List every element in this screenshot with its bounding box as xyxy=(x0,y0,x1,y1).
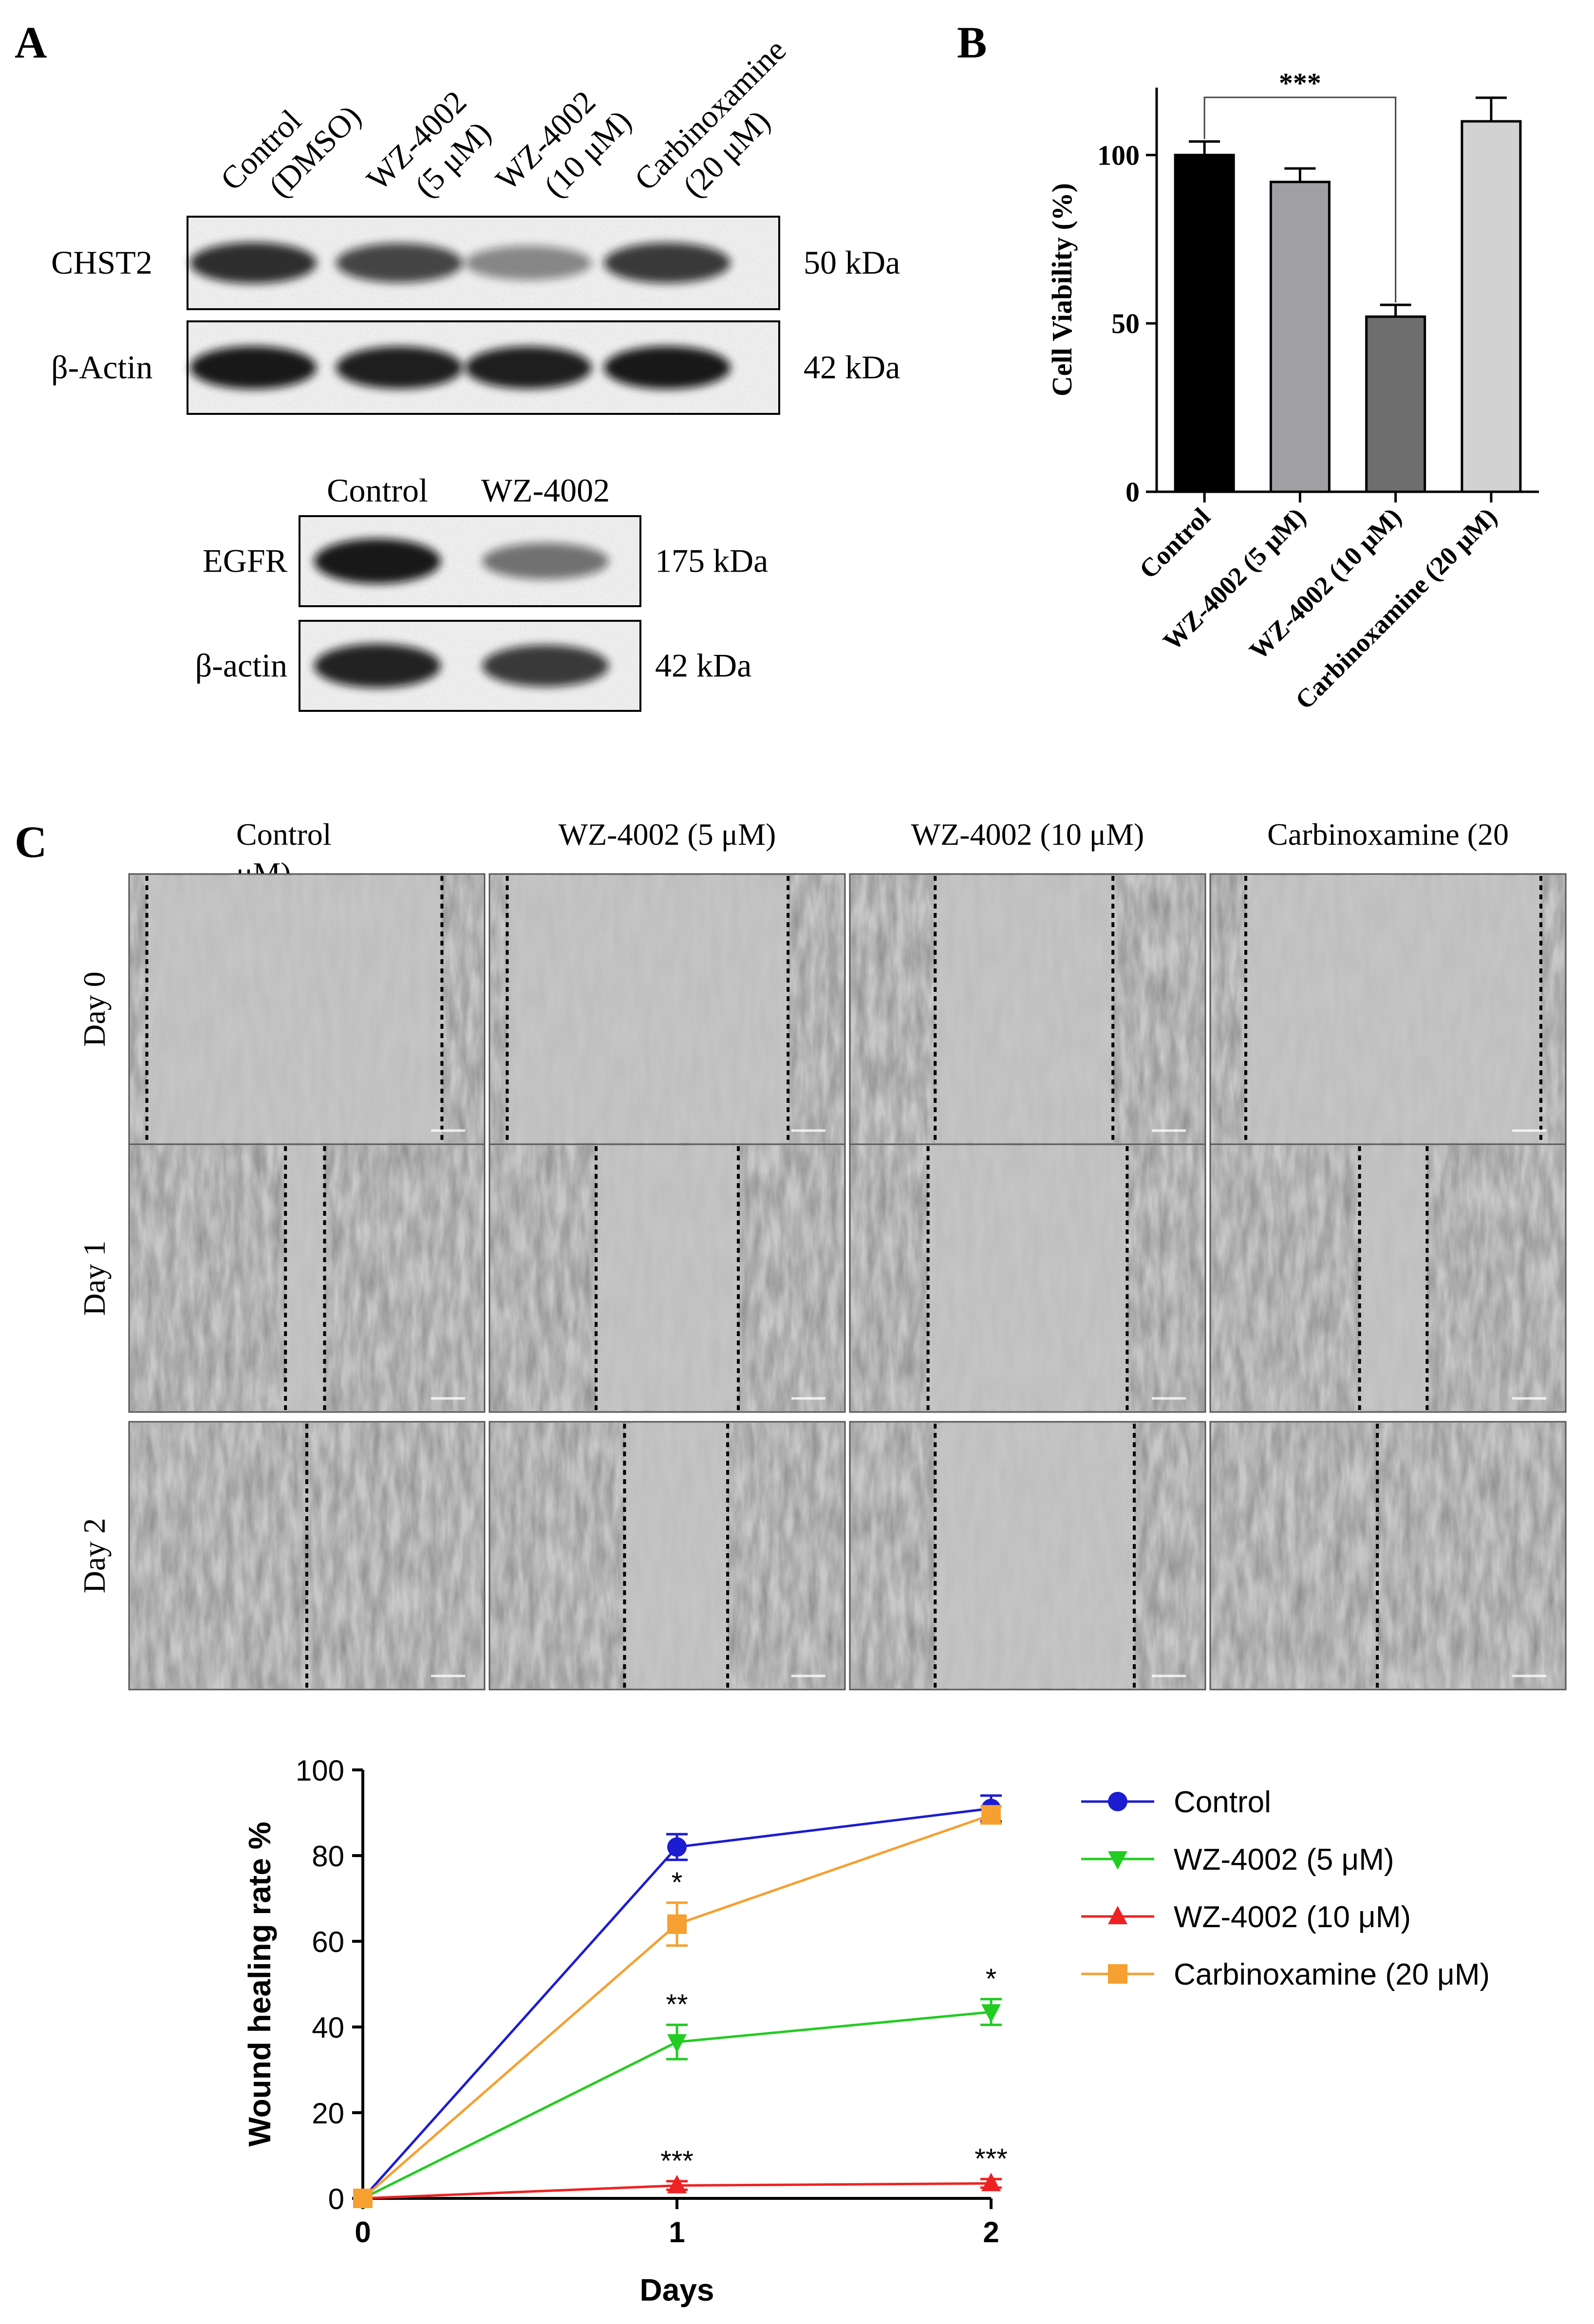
blot-band xyxy=(604,346,731,390)
row-label: Day 2 xyxy=(77,1518,112,1594)
blot-band xyxy=(482,645,609,687)
wound-gap xyxy=(928,1146,1127,1411)
wound-gap xyxy=(624,1423,728,1688)
marker-square xyxy=(1108,1964,1127,1984)
row-label: Day 1 xyxy=(77,1241,112,1316)
x-tick-label: Carbinoxamine (20 μM) xyxy=(1290,502,1502,715)
bar xyxy=(1269,181,1331,493)
marker-square xyxy=(667,1914,687,1934)
blot-band xyxy=(190,346,317,390)
micrograph-texture xyxy=(1211,1423,1565,1689)
y-axis-title: Cell Viability (%) xyxy=(1046,183,1078,396)
blot-row-label: β-Actin xyxy=(51,349,152,386)
x-tick-label: 1 xyxy=(669,2216,685,2249)
lane-label: WZ-4002 xyxy=(481,472,610,509)
significance-stars: *** xyxy=(660,2145,694,2177)
marker-triangle-down xyxy=(1108,1851,1127,1870)
bar xyxy=(1365,315,1426,493)
marker-triangle-up xyxy=(667,2175,687,2194)
blot-band xyxy=(314,539,441,584)
significance-stars: *** xyxy=(1279,67,1321,99)
blot-band xyxy=(336,346,463,389)
marker-circle xyxy=(667,1837,687,1857)
wound-healing-micrographs: Control WZ-4002 (5 μM) WZ-4002 (10 μM) Carb… xyxy=(77,817,1567,1691)
blot-row-label: CHST2 xyxy=(51,244,152,281)
lane-label: WZ-4002(10 μM) xyxy=(489,76,638,225)
marker-triangle-down xyxy=(667,2034,687,2053)
blot-kda-label: 175 kDa xyxy=(655,542,768,579)
legend-label: WZ-4002 (5 μM) xyxy=(1174,1843,1394,1877)
blot-band xyxy=(604,242,731,283)
wound-gap xyxy=(285,1146,325,1411)
y-tick-label: 100 xyxy=(1097,139,1140,171)
y-tick-label: 80 xyxy=(312,1840,344,1873)
marker-square xyxy=(353,2189,373,2208)
lane-label: Carbinoxamine(20 μM) xyxy=(628,32,821,225)
blot-band xyxy=(465,346,592,389)
y-tick-label: 100 xyxy=(296,1754,344,1787)
column-label: WZ-4002 (5 μM) xyxy=(559,817,776,852)
panel-label-c: C xyxy=(15,817,47,867)
significance-stars: * xyxy=(672,1867,683,1898)
marker-square xyxy=(981,1805,1001,1825)
column-label: Control xyxy=(236,817,332,852)
blot-row-label: β-actin xyxy=(195,647,287,684)
marker-triangle-up xyxy=(1108,1906,1127,1924)
blot-band xyxy=(482,543,609,579)
significance-stars: * xyxy=(986,1963,997,1995)
wound-healing-rate-chart: 0 20 40 60 80 100 0 1 2 Days Wound healing rate % *… xyxy=(242,1754,1490,2307)
western-blot-egfr: Control WZ-4002 EGFR 175 kDa β-actin 42 kDa xyxy=(195,472,768,712)
legend-label: Carbinoxamine (20 μM) xyxy=(1174,1958,1490,1991)
x-axis-title: Days xyxy=(640,2272,714,2307)
x-tick-label: Control xyxy=(1134,502,1216,584)
y-tick-label: 20 xyxy=(312,2097,344,2130)
wound-gap xyxy=(147,875,442,1143)
y-tick-label: 50 xyxy=(1111,308,1140,339)
y-tick-label: 60 xyxy=(312,1926,344,1958)
blot-kda-label: 50 kDa xyxy=(804,244,900,281)
wound-gap xyxy=(596,1146,738,1411)
row-label: Day 0 xyxy=(77,971,112,1047)
western-blot-chst2: Control(DMSO)WZ-4002(5 μM)WZ-4002(10 μM)… xyxy=(51,32,900,415)
marker-triangle-up xyxy=(981,2173,1001,2192)
significance-stars: *** xyxy=(975,2143,1008,2175)
wound-gap xyxy=(935,1423,1134,1688)
x-tick-label: 2 xyxy=(983,2216,999,2249)
y-axis-title: Wound healing rate % xyxy=(242,1822,277,2146)
blot-band xyxy=(465,245,592,280)
wound-gap xyxy=(935,875,1113,1143)
marker-triangle-down xyxy=(981,2004,1001,2023)
panel-label-a: A xyxy=(15,18,47,67)
blot-kda-label: 42 kDa xyxy=(804,349,900,386)
y-tick-label: 0 xyxy=(328,2183,344,2215)
legend-label: WZ-4002 (10 μM) xyxy=(1174,1900,1411,1934)
blot-band xyxy=(190,242,317,284)
lane-label: Control xyxy=(327,472,428,509)
blot-row-label: EGFR xyxy=(203,542,287,579)
y-tick-label: 0 xyxy=(1125,476,1140,508)
wound-gap xyxy=(1359,1146,1427,1411)
marker-circle xyxy=(1108,1792,1127,1811)
blot-band xyxy=(336,243,463,283)
wound-gap xyxy=(507,875,788,1143)
column-label: Carbinoxamine (20 xyxy=(1267,817,1509,852)
y-tick-label: 40 xyxy=(312,2011,344,2044)
significance-bracket xyxy=(1203,96,1397,303)
x-tick-label: 0 xyxy=(355,2216,371,2249)
panel-label-b: B xyxy=(957,18,987,67)
bar xyxy=(1174,153,1235,493)
lane-label: Control(DMSO) xyxy=(214,71,368,225)
legend-label: Control xyxy=(1174,1785,1271,1819)
lane-label: WZ-4002(5 μM) xyxy=(360,84,501,225)
significance-stars: ** xyxy=(666,1989,688,2021)
wound-gap xyxy=(1246,875,1541,1143)
blot-band xyxy=(314,644,441,688)
blot-kda-label: 42 kDa xyxy=(655,647,751,684)
bar xyxy=(1461,120,1522,493)
column-label: WZ-4002 (10 μM) xyxy=(911,817,1144,852)
